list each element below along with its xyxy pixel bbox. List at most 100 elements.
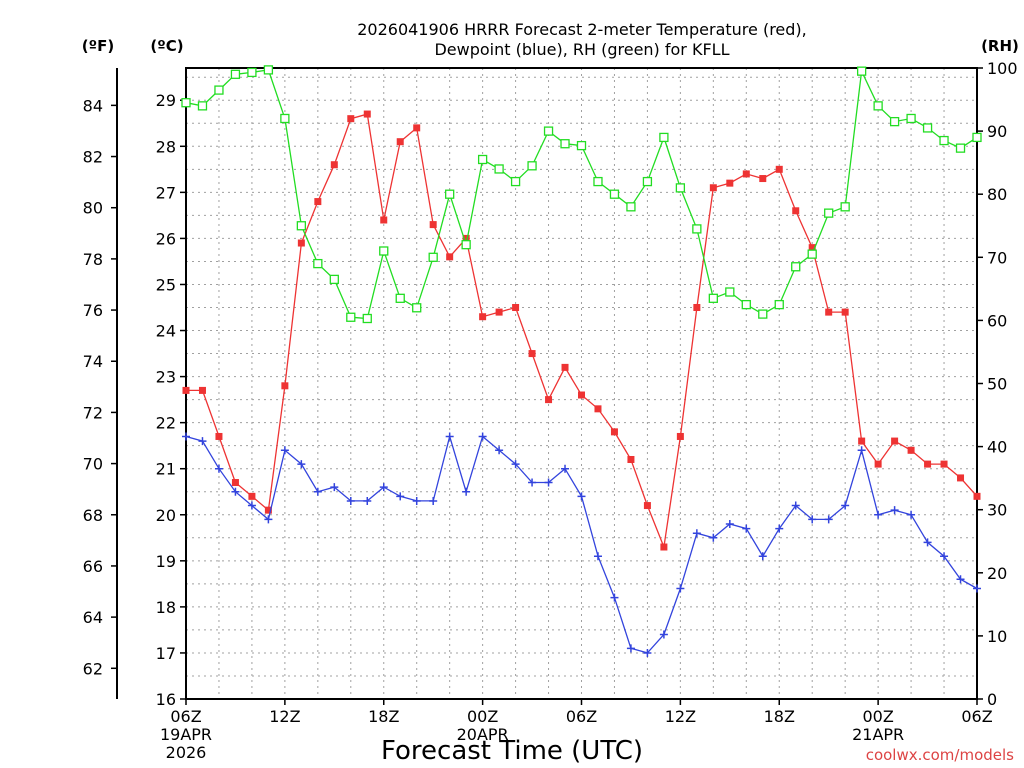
- chart-title-line-1: 2026041906 HRRR Forecast 2-meter Tempera…: [357, 20, 807, 39]
- celsius-tick-label: 25: [156, 275, 176, 294]
- rh-point: [593, 176, 603, 187]
- temperature-point: [759, 175, 767, 183]
- dewpoint-point: [923, 538, 932, 547]
- dewpoint-point: [725, 519, 734, 528]
- temperature-point: [709, 184, 717, 192]
- temperature-series: [182, 110, 981, 551]
- fahrenheit-tick-label: 70: [83, 455, 103, 474]
- fahrenheit-tick-label: 82: [83, 148, 103, 167]
- temperature-point: [512, 304, 520, 312]
- dewpoint-point: [445, 432, 454, 441]
- rh-point: [906, 113, 916, 124]
- dewpoint-point: [577, 492, 586, 501]
- dewpoint-point: [907, 510, 916, 519]
- rh-tick-label: 30: [987, 501, 1007, 520]
- temperature-point: [792, 207, 800, 215]
- rh-point: [560, 139, 570, 149]
- rh-point: [477, 154, 488, 165]
- dewpoint-point: [462, 487, 471, 496]
- x-tick-label: 12Z: [665, 707, 696, 726]
- rh-point: [445, 189, 455, 199]
- temperature-point: [627, 455, 635, 463]
- rh-point: [329, 274, 339, 285]
- temperature-point: [742, 170, 750, 178]
- rh-point: [659, 132, 669, 143]
- temperature-point: [891, 437, 899, 445]
- celsius-tick-label: 20: [156, 506, 176, 525]
- x-tick-label: 18Z: [764, 707, 795, 726]
- axes: [116, 67, 978, 700]
- fahrenheit-tick-label: 80: [83, 199, 103, 218]
- dewpoint-point: [495, 446, 504, 455]
- celsius-tick-label: 29: [156, 91, 176, 110]
- fahrenheit-tick-label: 72: [83, 403, 103, 422]
- rh-point: [840, 202, 850, 212]
- temperature-point: [924, 460, 932, 468]
- temperature-point: [231, 479, 239, 487]
- rh-point: [494, 164, 504, 174]
- temperature-point: [693, 304, 701, 312]
- rh-point: [791, 262, 801, 272]
- x-tick-label: 06Z: [566, 707, 597, 726]
- dewpoint-point: [659, 630, 668, 639]
- rh-point: [939, 135, 949, 146]
- dewpoint-point: [280, 446, 289, 455]
- rh-point: [280, 113, 290, 124]
- dewpoint-point: [692, 529, 701, 538]
- chart-title-line-2: Dewpoint (blue), RH (green) for KFLL: [434, 40, 729, 59]
- celsius-unit-label: (ºC): [150, 37, 183, 55]
- rh-point: [626, 202, 636, 212]
- dewpoint-point: [214, 464, 223, 473]
- fahrenheit-tick-label: 76: [83, 301, 103, 320]
- grid-lines: [186, 68, 977, 699]
- celsius-tick-label: 19: [156, 552, 176, 571]
- dewpoint-point: [511, 460, 520, 469]
- dewpoint-point: [363, 496, 372, 505]
- dewpoint-point: [626, 644, 635, 653]
- dewpoint-point: [412, 496, 421, 505]
- temperature-point: [248, 492, 256, 500]
- dewpoint-point: [561, 464, 570, 473]
- rh-point: [873, 101, 883, 111]
- dewpoint-point: [346, 496, 355, 505]
- x-tick-label: 18Z: [368, 707, 399, 726]
- temperature-point: [907, 446, 915, 454]
- rh-point: [181, 98, 191, 108]
- celsius-tick-label: 18: [156, 598, 176, 617]
- temperature-point: [495, 308, 503, 316]
- celsius-tick-label: 22: [156, 414, 176, 433]
- temperature-point: [363, 110, 371, 118]
- temperature-point: [578, 391, 585, 399]
- temperature-point: [380, 216, 388, 224]
- temperature-point: [396, 138, 404, 146]
- temperature-point: [874, 460, 882, 468]
- temperature-point: [429, 221, 437, 229]
- x-tick-label: 12Z: [269, 707, 300, 726]
- plot-frame: [185, 67, 978, 700]
- dewpoint-point: [758, 552, 767, 561]
- temperature-point: [264, 506, 272, 514]
- dewpoint-point: [610, 593, 619, 602]
- rh-point: [247, 67, 257, 78]
- temperature-point: [825, 308, 833, 316]
- temperature-point: [957, 474, 965, 482]
- temperature-point: [808, 244, 816, 252]
- rh-point: [197, 101, 208, 111]
- rh-point: [741, 299, 751, 310]
- rh-point: [230, 69, 241, 79]
- x-tick-label: 06Z: [961, 707, 992, 726]
- temperature-point: [182, 386, 190, 394]
- dewpoint-point: [528, 478, 537, 487]
- temperature-point: [726, 179, 734, 187]
- temperature-point: [314, 198, 322, 206]
- rh-tick-label: 10: [987, 627, 1007, 646]
- fahrenheit-unit-label: (ºF): [82, 37, 114, 55]
- rh-point: [807, 249, 817, 259]
- dewpoint-point: [544, 478, 553, 487]
- rh-point: [510, 176, 521, 187]
- temperature-point: [561, 363, 569, 371]
- fahrenheit-tick-label: 66: [83, 557, 103, 576]
- rh-unit-label: (RH): [981, 37, 1019, 55]
- rh-tick-label: 20: [987, 564, 1007, 583]
